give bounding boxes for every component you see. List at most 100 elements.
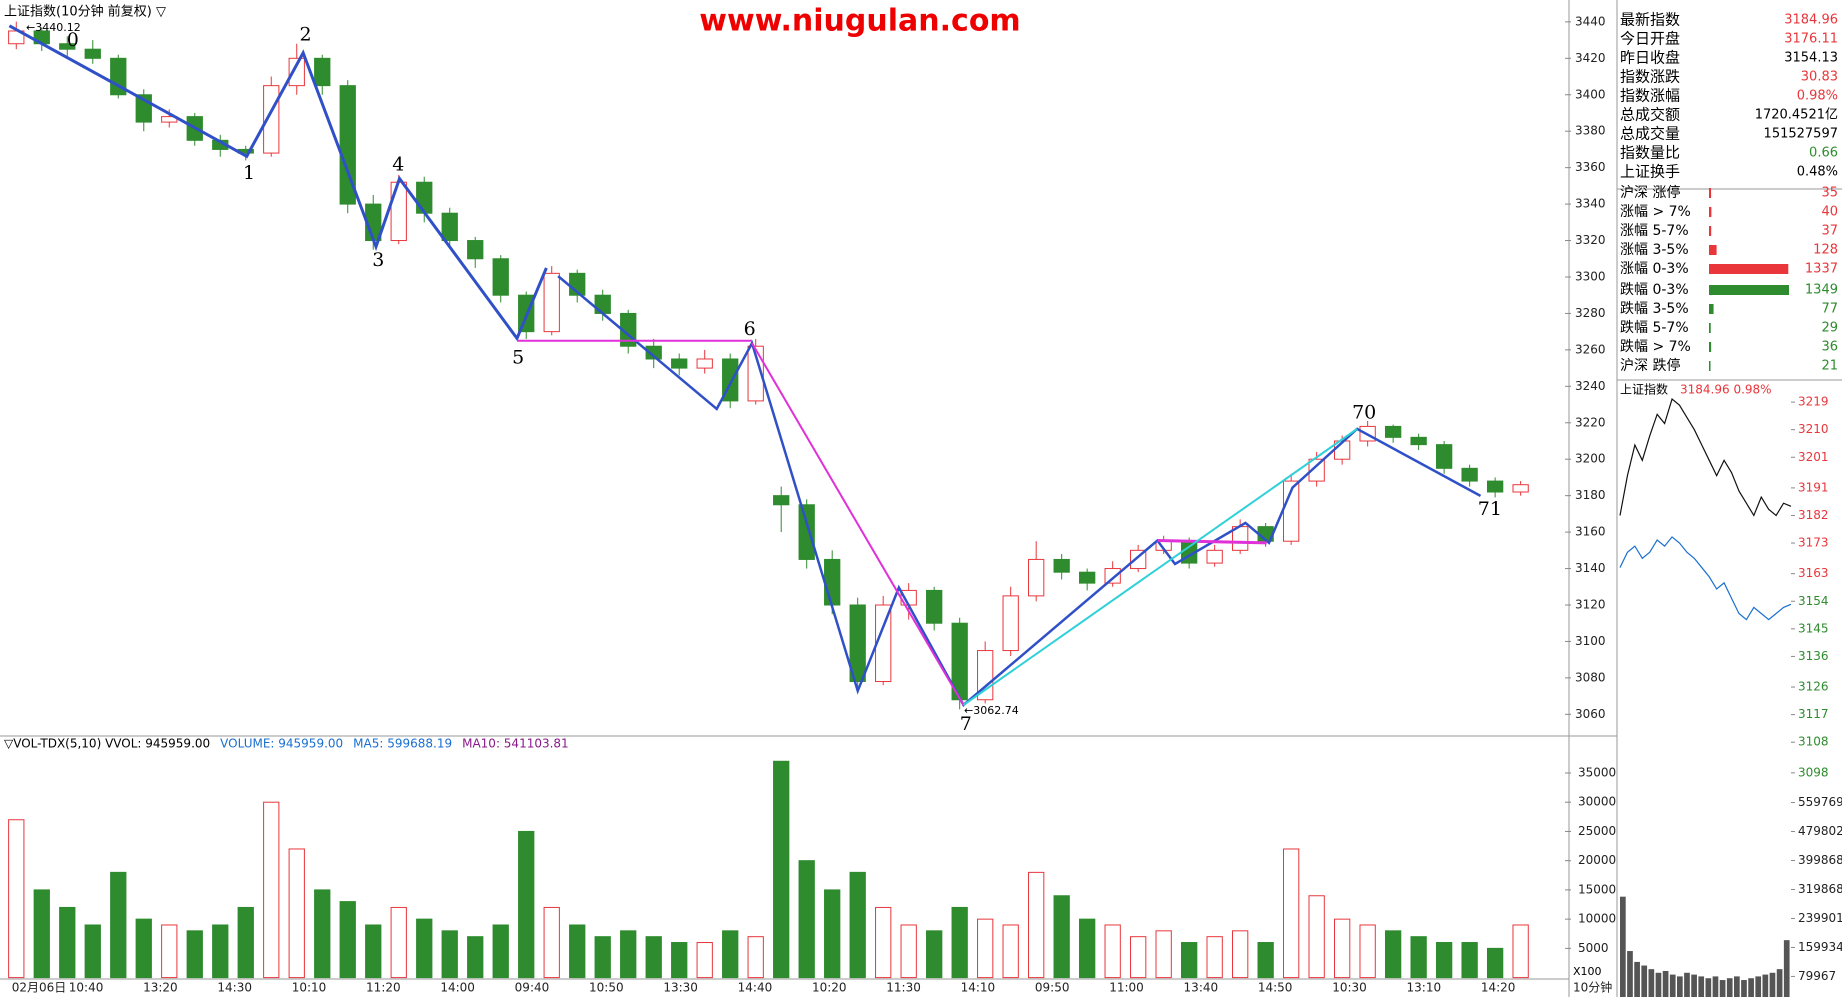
quote-value: 0.48% <box>1797 165 1838 180</box>
y-tick-label: 3420 <box>1575 51 1606 65</box>
zoom-label: X100 <box>1573 965 1602 978</box>
y-tick-label: 3154 <box>1798 594 1829 608</box>
y-tick-label: 5000 <box>1578 941 1609 955</box>
breadth-bar <box>1709 245 1717 255</box>
x-tick-label: 10:40 <box>69 981 104 995</box>
breadth-label: 涨幅 3-5% <box>1620 242 1689 258</box>
volume-bar <box>977 918 994 979</box>
intraday-volume <box>1762 974 1769 997</box>
breadth-bar <box>1709 304 1714 314</box>
intraday-volume <box>1748 978 1754 997</box>
wave-label: 0 <box>67 29 79 51</box>
volume-bar <box>1028 871 1045 979</box>
breadth-label: 跌幅 > 7% <box>1620 339 1691 355</box>
quote-label: 上证换手 <box>1620 163 1680 181</box>
x-tick-label: 14:50 <box>1258 981 1293 995</box>
wave-arrow <box>962 428 1358 706</box>
volume-bar <box>620 930 637 979</box>
volume-bar <box>1333 918 1351 979</box>
volume-bar <box>110 871 127 979</box>
quote-label: 总成交额 <box>1620 106 1680 124</box>
y-tick-label: 3320 <box>1575 233 1606 247</box>
volume-bar <box>467 936 484 979</box>
volume-header: ▽VOL-TDX(5,10) VVOL: 945959.00 <box>4 737 210 751</box>
volume-bar <box>645 936 662 979</box>
candle-body <box>416 181 433 214</box>
x-tick-label: 11:30 <box>886 981 921 995</box>
quote-label: 最新指数 <box>1620 11 1680 29</box>
volume-bar <box>773 760 790 979</box>
volume-bar <box>492 924 509 979</box>
y-tick-label: 3163 <box>1798 566 1829 580</box>
candle-body <box>390 181 407 242</box>
breadth-count: 36 <box>1821 340 1838 355</box>
volume-bar <box>900 924 917 979</box>
intraday-volume <box>1726 978 1733 997</box>
x-tick-label: 10:10 <box>292 981 327 995</box>
candle-body <box>288 57 305 87</box>
wave-arrow <box>751 342 965 706</box>
y-tick-label: 3220 <box>1575 415 1606 429</box>
volume-bar <box>288 848 305 979</box>
breadth-label: 沪深 跌停 <box>1620 357 1680 374</box>
quote-label: 今日开盘 <box>1620 30 1680 48</box>
volume-bar <box>1155 930 1172 979</box>
y-tick-label: 319868 <box>1798 882 1842 896</box>
volume-bar <box>1359 924 1376 979</box>
chart-title: 上证指数(10分钟 前复权) ▽ <box>4 4 166 20</box>
candle-body <box>1053 558 1070 573</box>
breadth-count: 35 <box>1821 186 1838 201</box>
x-tick-label: 13:40 <box>1184 981 1219 995</box>
candle-body <box>645 345 662 360</box>
quote-label: 指数量比 <box>1620 144 1680 162</box>
y-tick-label: 10000 <box>1578 912 1616 926</box>
y-tick-label: 3126 <box>1798 680 1829 694</box>
volume-bar <box>543 906 560 979</box>
volume-bar <box>1053 895 1070 979</box>
intraday-volume <box>1776 969 1783 997</box>
volume-bar <box>1308 895 1325 979</box>
y-tick-label: 3380 <box>1575 124 1606 138</box>
volume-bar <box>416 918 433 979</box>
volume-bar <box>84 924 101 979</box>
breadth-bar <box>1709 207 1712 217</box>
x-tick-label: 13:30 <box>663 981 698 995</box>
y-tick-label: 3191 <box>1798 480 1829 494</box>
candle-body <box>696 358 713 369</box>
y-tick-label: 399868 <box>1798 853 1842 867</box>
intraday-volume <box>1662 970 1669 997</box>
breadth-bar <box>1709 361 1711 371</box>
y-tick-label: 3182 <box>1798 508 1829 522</box>
candle-body <box>110 57 127 96</box>
volume-bar <box>390 906 407 979</box>
volume-bar <box>1257 942 1274 979</box>
y-tick-label: 3219 <box>1798 395 1829 409</box>
intraday-volume <box>1734 976 1740 997</box>
y-tick-label: 479802 <box>1798 824 1842 838</box>
volume-bar <box>1181 942 1198 979</box>
x-tick-label: 11:00 <box>1109 981 1144 995</box>
volume-bar <box>671 942 688 979</box>
volume-bar <box>824 889 841 979</box>
wave-arrow <box>1157 539 1267 545</box>
breadth-count: 21 <box>1821 359 1838 374</box>
candle-body <box>1028 558 1045 597</box>
quote-value: 0.66 <box>1809 146 1838 161</box>
y-tick-label: 3060 <box>1575 707 1606 721</box>
breadth-label: 涨幅 5-7% <box>1620 223 1689 239</box>
x-tick-label: 11:20 <box>366 981 401 995</box>
x-tick-label: 14:20 <box>1481 981 1516 995</box>
volume-bar <box>1206 936 1223 979</box>
volume-bar <box>1282 848 1300 979</box>
volume-bar <box>59 906 76 979</box>
intraday-volume <box>1691 974 1697 997</box>
volume-bar <box>1512 924 1529 979</box>
volume-bar <box>875 906 892 979</box>
y-tick-label: 20000 <box>1578 853 1616 867</box>
candle-body <box>314 57 331 87</box>
y-tick-label: 3300 <box>1575 269 1606 283</box>
candle-body <box>543 272 560 333</box>
breadth-label: 跌幅 3-5% <box>1620 301 1689 317</box>
breadth-label: 跌幅 5-7% <box>1620 320 1689 336</box>
candle-body <box>824 558 841 606</box>
